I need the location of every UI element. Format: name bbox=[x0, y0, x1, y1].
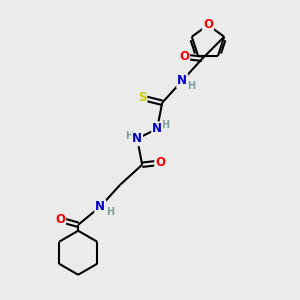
Text: O: O bbox=[55, 213, 65, 226]
Text: H: H bbox=[125, 131, 133, 141]
Text: O: O bbox=[203, 19, 213, 32]
Text: N: N bbox=[177, 74, 187, 87]
Text: H: H bbox=[106, 207, 114, 217]
Text: H: H bbox=[161, 120, 169, 130]
Text: S: S bbox=[138, 91, 146, 104]
Text: N: N bbox=[152, 122, 162, 135]
Text: O: O bbox=[155, 156, 165, 169]
Text: H: H bbox=[187, 81, 195, 91]
Text: N: N bbox=[95, 200, 105, 213]
Text: N: N bbox=[132, 132, 142, 145]
Text: O: O bbox=[179, 50, 189, 63]
